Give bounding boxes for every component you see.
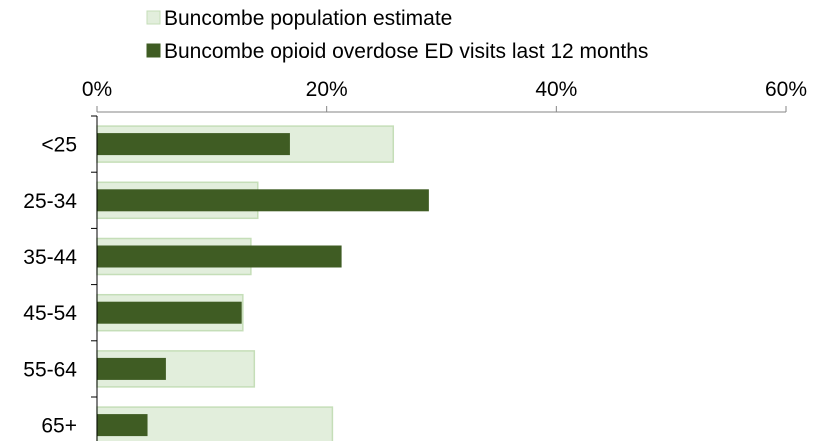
bar-ed-visits-4	[97, 301, 242, 324]
bar-ed-visits-2	[97, 189, 429, 212]
bar-ed-visits-6	[97, 414, 148, 437]
legend-swatch-2	[146, 43, 161, 58]
bar-ed-visits-5	[97, 357, 166, 380]
category-label: 25-34	[23, 190, 77, 213]
bars	[96, 125, 429, 444]
y-axis: <25 25-34 35-44 45-54 55-64 65+	[23, 115, 98, 441]
category-label: 35-44	[23, 246, 77, 269]
legend: Buncombe population estimate Buncombe opi…	[146, 7, 648, 63]
x-tick-label: 0%	[82, 78, 112, 101]
category-label: 55-64	[23, 358, 77, 381]
bar-ed-visits-1	[97, 133, 290, 156]
x-tick-label: 40%	[535, 78, 577, 101]
category-label: <25	[41, 134, 77, 157]
legend-swatch-1	[146, 10, 161, 25]
x-tick-label: 60%	[765, 78, 807, 101]
category-label: 45-54	[23, 302, 77, 325]
category-label: 65+	[41, 415, 77, 438]
bar-ed-visits-3	[97, 245, 342, 268]
x-axis: 0% 20% 40% 60%	[82, 78, 807, 113]
legend-label-2: Buncombe opioid overdose ED visits last …	[164, 40, 648, 63]
legend-label-1: Buncombe population estimate	[164, 7, 452, 30]
x-tick-label: 20%	[306, 78, 348, 101]
